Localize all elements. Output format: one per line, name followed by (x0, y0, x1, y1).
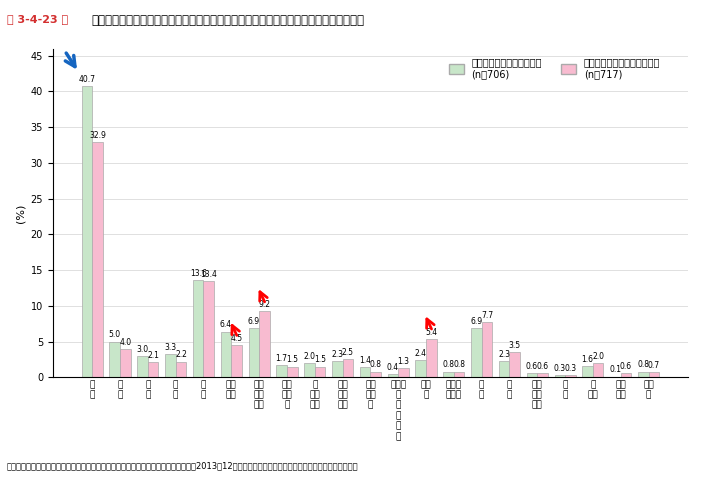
Bar (482, 322, 492, 377)
Text: 2.1: 2.1 (147, 351, 159, 360)
Text: 2.3: 2.3 (331, 349, 343, 359)
Text: 2.4: 2.4 (415, 349, 427, 358)
Bar (593, 363, 603, 377)
Text: 0.3: 0.3 (565, 364, 576, 373)
Bar (610, 376, 621, 377)
Text: 0.8: 0.8 (638, 360, 650, 370)
Bar (360, 367, 370, 377)
Text: 直接投資先（販売機能）として、現在最も重要な国・地域と今後最も重視する国・地域: 直接投資先（販売機能）として、現在最も重要な国・地域と今後最も重視する国・地域 (91, 14, 364, 27)
Bar (415, 360, 426, 377)
Text: 1.5: 1.5 (286, 355, 298, 364)
Bar (193, 280, 203, 377)
Text: 0.3: 0.3 (554, 364, 566, 373)
Text: 6.9: 6.9 (247, 317, 260, 326)
Bar (165, 354, 176, 377)
Text: 6.4: 6.4 (220, 320, 232, 329)
Text: 40.7: 40.7 (79, 75, 96, 84)
Text: 2.3: 2.3 (498, 349, 510, 359)
Bar (203, 281, 214, 377)
Text: 3.0: 3.0 (136, 345, 148, 354)
Y-axis label: (%): (%) (15, 203, 25, 223)
Text: 0.4: 0.4 (387, 363, 399, 372)
Bar (398, 368, 408, 377)
Text: 3.5: 3.5 (509, 341, 521, 350)
Text: 0.6: 0.6 (620, 362, 632, 371)
Text: 0.6: 0.6 (526, 362, 538, 371)
Bar (387, 374, 398, 377)
Text: 32.9: 32.9 (89, 131, 106, 140)
Bar (137, 356, 148, 377)
Text: 1.6: 1.6 (581, 355, 593, 364)
Legend: 現在、最も重要な国・地域
(n＝706), 今後、最も重視する国・地域
(n＝717): 現在、最も重要な国・地域 (n＝706), 今後、最も重視する国・地域 (n＝7… (445, 53, 664, 83)
Text: 9.2: 9.2 (259, 300, 271, 309)
Bar (92, 142, 103, 377)
Text: 2.5: 2.5 (342, 348, 354, 357)
Bar (342, 360, 353, 377)
Text: 5.0: 5.0 (109, 330, 121, 339)
Text: 2.0: 2.0 (592, 352, 604, 361)
Bar (565, 375, 576, 377)
Text: 0.8: 0.8 (453, 360, 465, 370)
Bar (444, 372, 454, 377)
Text: 13.4: 13.4 (200, 270, 217, 279)
Text: 0.1: 0.1 (610, 365, 621, 374)
Text: 1.5: 1.5 (314, 355, 326, 364)
Bar (120, 348, 131, 377)
Bar (304, 363, 315, 377)
Text: 3.3: 3.3 (165, 343, 176, 351)
Bar (332, 361, 342, 377)
Text: 0.8: 0.8 (443, 360, 455, 370)
Bar (426, 339, 437, 377)
Text: 1.4: 1.4 (359, 356, 371, 365)
Text: 5.4: 5.4 (425, 327, 437, 336)
Text: 0.7: 0.7 (647, 361, 660, 370)
Bar (537, 373, 548, 377)
Bar (370, 372, 381, 377)
Bar (148, 362, 158, 377)
Bar (582, 366, 593, 377)
Bar (454, 372, 465, 377)
Bar (231, 345, 242, 377)
Text: 4.5: 4.5 (231, 334, 243, 343)
Bar (638, 372, 649, 377)
Text: 2.0: 2.0 (304, 352, 316, 361)
Text: 第 3-4-23 図: 第 3-4-23 図 (7, 14, 68, 24)
Text: 1.3: 1.3 (397, 357, 409, 366)
Bar (287, 367, 297, 377)
Text: 7.7: 7.7 (481, 311, 493, 320)
Bar (499, 361, 510, 377)
Bar (176, 361, 186, 377)
Text: 0.6: 0.6 (536, 362, 548, 371)
Bar (276, 365, 287, 377)
Text: 13.6: 13.6 (190, 269, 207, 278)
Bar (110, 341, 120, 377)
Bar (649, 372, 659, 377)
Text: 1.7: 1.7 (276, 354, 288, 363)
Bar (621, 373, 631, 377)
Bar (259, 312, 270, 377)
Bar (82, 86, 92, 377)
Bar (555, 375, 565, 377)
Bar (315, 367, 325, 377)
Text: 2.2: 2.2 (175, 350, 187, 360)
Bar (221, 332, 231, 377)
Text: 0.8: 0.8 (370, 360, 382, 370)
Bar (249, 328, 259, 377)
Bar (510, 352, 520, 377)
Text: 4.0: 4.0 (120, 337, 131, 347)
Text: 資料：中小企業庁委託「中小企業の海外展開の実態把握にかかるアンケート調査」（2013年12月、損保ジャパン日本興亜リスクマネジメント（株））: 資料：中小企業庁委託「中小企業の海外展開の実態把握にかかるアンケート調査」（20… (7, 461, 359, 470)
Bar (527, 373, 537, 377)
Text: 6.9: 6.9 (470, 317, 482, 326)
Bar (471, 328, 482, 377)
